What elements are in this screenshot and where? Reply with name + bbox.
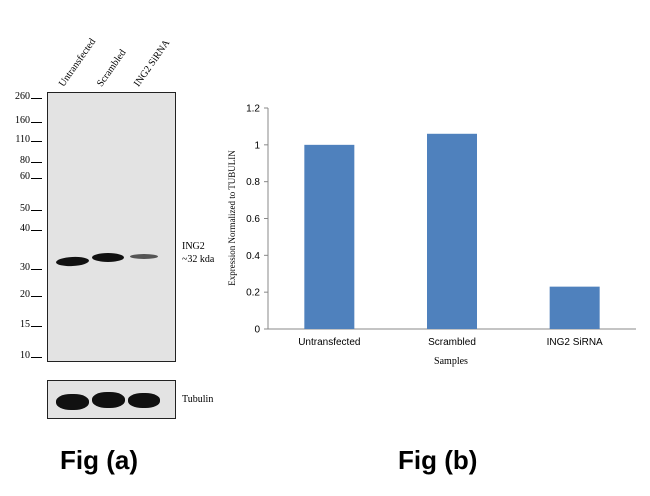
y-tick-label: 0.4 xyxy=(246,251,260,262)
y-tick-label: 0.8 xyxy=(246,177,260,188)
marker-20: 20 xyxy=(20,289,30,300)
x-axis-label: Samples xyxy=(434,356,468,367)
x-tick-label: Scrambled xyxy=(428,337,476,348)
marker-tick xyxy=(31,98,42,99)
fig-b-title: Fig (b) xyxy=(398,445,478,475)
tubulin-band-untransfected xyxy=(56,394,89,410)
marker-tick xyxy=(31,141,42,142)
y-tick-label: 1.2 xyxy=(246,104,260,115)
marker-110: 110 xyxy=(15,134,30,145)
marker-tick xyxy=(31,162,42,163)
marker-260: 260 xyxy=(15,91,30,102)
marker-30: 30 xyxy=(20,262,30,273)
x-tick-label: Untransfected xyxy=(298,337,360,348)
marker-tick xyxy=(31,326,42,327)
marker-60: 60 xyxy=(20,171,30,182)
marker-80: 80 xyxy=(20,155,30,166)
marker-tick xyxy=(31,296,42,297)
y-tick-label: 0 xyxy=(254,325,260,336)
marker-15: 15 xyxy=(20,319,30,330)
tubulin-band-scrambled xyxy=(92,392,125,408)
blot-membrane xyxy=(47,92,176,362)
marker-160: 160 xyxy=(15,115,30,126)
tubulin-label: Tubulin xyxy=(182,394,214,405)
band-ing2-sirna xyxy=(130,254,158,259)
y-tick-label: 1 xyxy=(254,140,260,151)
x-tick-label: ING2 SiRNA xyxy=(547,337,603,348)
y-tick-label: 0.2 xyxy=(246,288,260,299)
marker-tick xyxy=(31,230,42,231)
marker-tick xyxy=(31,269,42,270)
marker-50: 50 xyxy=(20,203,30,214)
ing2-label: ING2 xyxy=(182,241,205,252)
y-tick-label: 0.6 xyxy=(246,214,260,225)
tubulin-band-ing2-sirna xyxy=(128,393,160,408)
fig-a-title: Fig (a) xyxy=(60,445,138,475)
bar-untransfected xyxy=(304,144,355,329)
y-axis-label: Expression Normalized to TUBULIN xyxy=(227,150,237,286)
marker-tick xyxy=(31,178,42,179)
marker-40: 40 xyxy=(20,223,30,234)
bar-ing2-sirna xyxy=(549,286,600,329)
band-scrambled xyxy=(92,253,124,262)
marker-10: 10 xyxy=(20,350,30,361)
marker-tick xyxy=(31,122,42,123)
bar-scrambled xyxy=(427,133,477,329)
ing2-size-label: ~32 kda xyxy=(182,254,215,265)
marker-tick xyxy=(31,210,42,211)
marker-tick xyxy=(31,357,42,358)
